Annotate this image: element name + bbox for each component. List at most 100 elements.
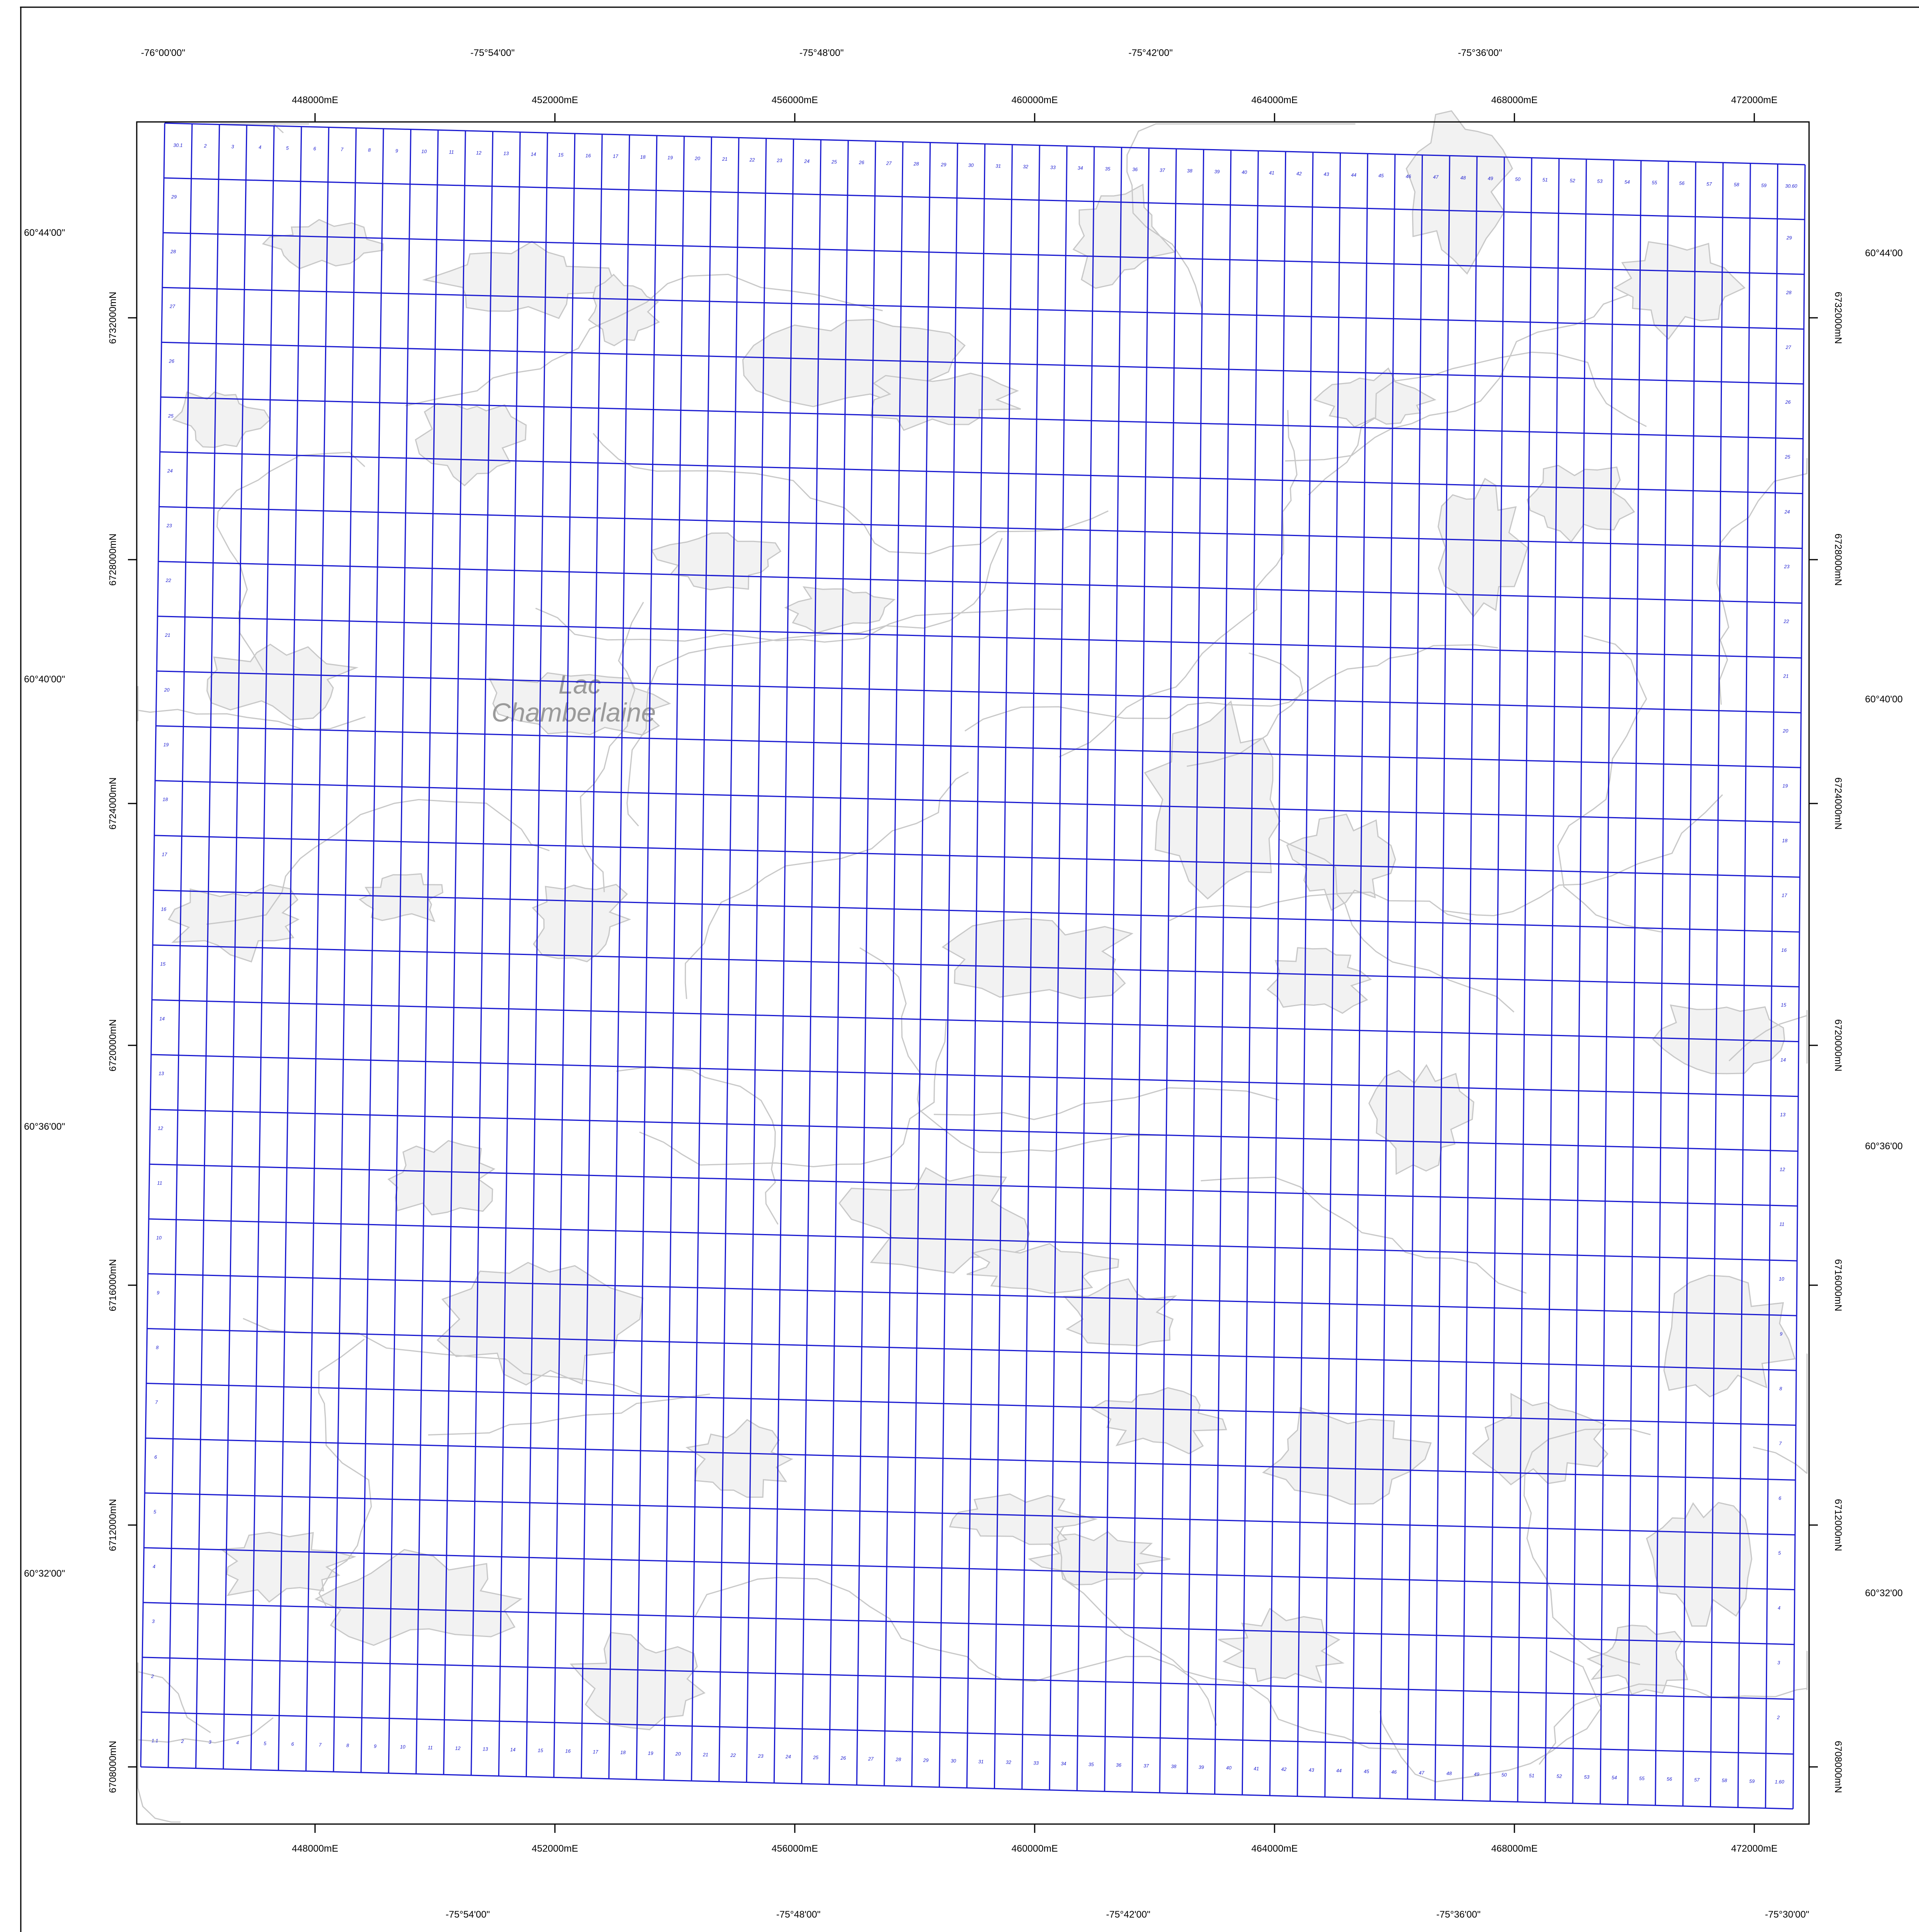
contour-lines [137,123,1808,1823]
utm-easting-bottom: 464000mE [1251,1843,1298,1854]
grid-label-bottom: 10 [400,1744,406,1750]
grid-label-top: 9 [395,148,398,154]
geo-longitude-top: -75°54'00" [471,48,515,58]
contour-line [1285,294,1628,462]
grid-label-right: 15 [1781,1002,1787,1008]
grid-label-bottom: 55 [1639,1776,1645,1781]
utm-easting-bottom: 452000mE [532,1843,578,1854]
contour-line [694,1577,1217,1726]
lake-polygon [168,884,300,963]
utm-northing-right: 6712000mN [1833,1499,1843,1551]
geo-latitude-right: 60°40'00 [1865,694,1903,705]
grid-label-left: 27 [170,304,176,309]
grid-label-top: 17 [613,154,619,159]
contour-line [535,608,1062,643]
utm-northing-left: 6732000mN [108,292,118,344]
grid-label-right: 5 [1778,1550,1781,1556]
utm-easting-top: 452000mE [532,95,578,106]
lake-label-line1: Lac [559,670,601,699]
grid-label-right: 20 [1783,728,1789,734]
grid-label-top: 58 [1734,182,1739,187]
grid-label-top: 28 [913,161,919,167]
grid-label-top: 33 [1050,165,1056,170]
contour-line [1057,1526,1407,1750]
utm-northing-left: 6712000mN [108,1499,118,1551]
contour-line [137,1717,274,1823]
grid-label-bottom: 30 [951,1758,956,1764]
grid-line-horizontal [151,1054,1799,1097]
grid-line-horizontal [147,1328,1797,1371]
grid-label-right: 10 [1779,1276,1784,1282]
lake-polygon [949,1493,1098,1545]
contour-line [1201,1176,1527,1294]
grid-label-right: 14 [1781,1057,1786,1063]
lake-polygon [1063,1278,1177,1346]
grid-label-bottom: 33 [1033,1760,1039,1766]
lake-polygon [651,532,782,590]
grid-label-bottom: 50 [1502,1772,1507,1778]
grid-label-top: 30 [968,163,974,168]
geo-latitude-right: 60°32'00 [1865,1588,1903,1599]
grid-label-bottom: 37 [1143,1763,1149,1769]
grid-label-bottom: 36 [1116,1763,1121,1768]
grid-label-top: 46 [1406,173,1411,179]
grid-cell-labels: 30.1 2 3 4 5 6 7 8 9 10 11 12 13 14 15 16 17 18 19 20 21 22 23… [151,142,1797,1784]
grid-label-left: 9 [157,1290,160,1296]
geo-longitude-top: -76°00'00" [141,48,186,58]
utm-easting-bottom: 472000mE [1731,1843,1777,1854]
utm-easting-bottom: 456000mE [772,1843,818,1854]
grid-label-bottom: 1.60 [1775,1779,1784,1785]
grid-label-left: 21 [165,632,170,638]
grid-label-top: 12 [476,150,482,156]
grid-label-bottom: 8 [346,1743,349,1749]
grid-label-left: 8 [156,1345,159,1350]
grid-label-right: 19 [1783,783,1788,789]
grid-label-left: 15 [160,961,166,967]
grid-label-top: 3 [231,144,234,150]
geo-longitude-bottom: -75°48'00" [776,1909,821,1920]
contour-line [137,686,366,730]
grid-line-horizontal [161,341,1804,385]
grid-line-horizontal [159,506,1803,549]
geo-latitude-left: 60°44'00" [24,227,65,238]
grid-label-bottom: 47 [1419,1770,1425,1776]
grid-label-left: 5 [154,1509,156,1515]
grid-label-right: 13 [1780,1112,1786,1117]
grid-label-left: 22 [166,578,172,583]
grid-label-bottom: 31 [978,1759,983,1765]
lake-polygon [219,1531,357,1603]
grid-label-right: 9 [1780,1331,1783,1337]
lake-polygon [1368,1064,1474,1175]
grid-line-horizontal [155,780,1801,823]
grid-line-horizontal [162,287,1804,330]
grid-label-bottom: 43 [1309,1767,1315,1773]
utm-ticks [128,113,1818,1833]
grid-label-top: 38 [1187,168,1193,174]
grid-label-left: 14 [160,1016,165,1022]
grid-label-right: 26 [1785,399,1791,405]
grid-label-bottom: 25 [813,1755,819,1760]
flight-line-grid [140,122,1806,1810]
utm-easting-top: 464000mE [1251,95,1298,106]
grid-label-bottom: 17 [593,1749,599,1755]
grid-label-top: 45 [1378,173,1384,179]
utm-easting-top: 472000mE [1731,95,1777,106]
grid-label-right: 8 [1779,1386,1782,1392]
grid-label-top: 23 [776,158,782,163]
coordinate-labels: 448000mE 448000mE 452000mE 452000mE 456000mE… [24,48,1903,1920]
contour-line [1059,410,1298,758]
grid-label-top: 27 [886,161,892,166]
grid-label-bottom: 9 [374,1743,377,1749]
grid-label-left: 19 [164,742,169,748]
grid-label-top: 15 [558,152,564,158]
grid-label-top: 39 [1214,169,1220,174]
lake-polygon [531,883,631,963]
grid-label-bottom: 16 [565,1749,571,1754]
contour-line [1753,1354,1808,1474]
grid-label-bottom: 46 [1391,1769,1397,1775]
grid-label-right: 24 [1784,509,1790,514]
utm-northing-right: 6720000mN [1833,1019,1843,1072]
grid-label-top: 54 [1624,179,1630,185]
